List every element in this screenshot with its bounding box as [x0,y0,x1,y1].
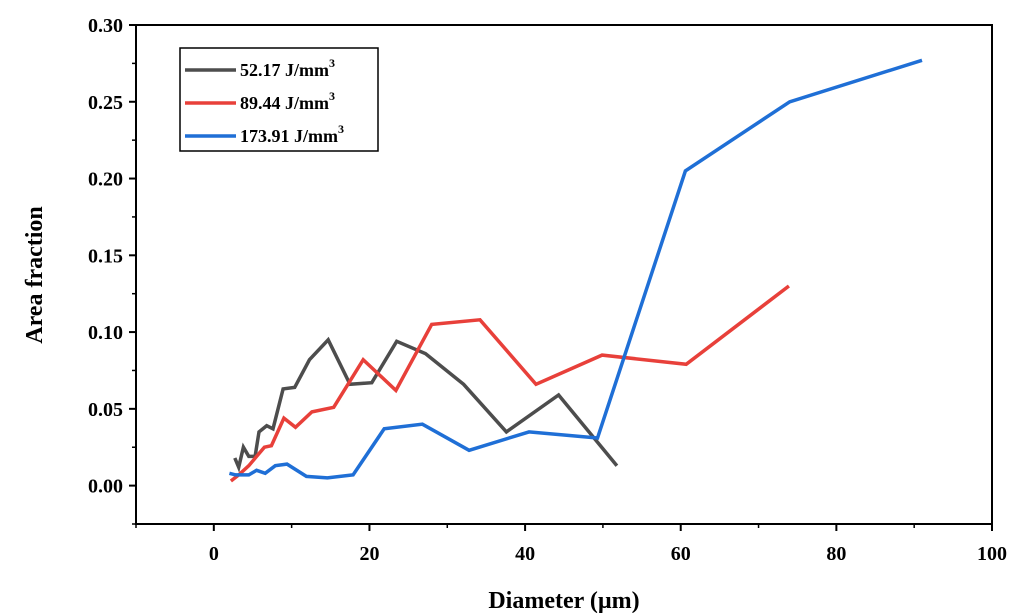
series-line-2 [229,284,790,483]
y-tick-label: 0.25 [88,92,123,114]
x-tick-label: 40 [515,543,535,565]
legend-label-text: 52.17 J/mm [240,60,329,80]
legend-label-superscript: 3 [329,56,335,70]
y-tick-label: 0.00 [88,476,123,498]
y-axis-label: Area fraction [22,206,48,344]
legend-label-2: 89.44 J/mm3 [240,89,335,113]
y-tick-label: 0.05 [88,399,123,421]
series-layer [228,58,923,483]
y-axis-ticks: 0.00 0.05 0.10 0.15 0.20 0.25 0.30 [88,15,136,525]
series-line-1 [233,336,619,473]
y-tick-label: 0.15 [88,245,123,267]
series-line-3 [228,58,923,480]
x-tick-label: 60 [671,543,691,565]
legend-label-superscript: 3 [338,122,344,136]
x-axis-label: Diameter (µm) [488,588,639,613]
x-tick-label: 80 [826,543,846,565]
y-tick-label: 0.20 [88,169,123,191]
plot-frame [135,24,993,525]
y-tick-label: 0.30 [88,15,123,37]
x-axis-ticks: 0 20 40 60 80 100 [135,524,1007,565]
legend-label-superscript: 3 [329,89,335,103]
legend-label-1: 52.17 J/mm3 [240,56,335,80]
legend-label-text: 173.91 J/mm [240,126,338,146]
x-tick-label: 100 [977,543,1007,565]
x-tick-label: 20 [359,543,379,565]
legend-label-3: 173.91 J/mm3 [240,122,344,146]
y-tick-label: 0.10 [88,322,123,344]
legend-label-text: 89.44 J/mm [240,93,329,113]
x-tick-label: 0 [209,543,219,565]
legend-box [179,47,379,152]
